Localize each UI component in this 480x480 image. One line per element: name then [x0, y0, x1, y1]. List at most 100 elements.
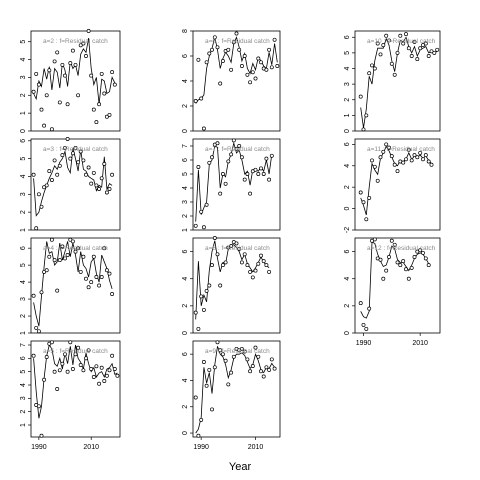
- data-point: [392, 162, 397, 167]
- panel-label: a=12 : f=Residual catch: [367, 245, 436, 252]
- y-tick-label: 4: [344, 164, 351, 168]
- data-point: [210, 47, 214, 52]
- panel-label: a=3 : f=Residual catch: [43, 146, 108, 153]
- data-point: [39, 204, 44, 209]
- data-point: [204, 383, 209, 388]
- data-point: [269, 357, 274, 362]
- data-point: [42, 185, 47, 190]
- data-point: [91, 254, 96, 259]
- data-point: [81, 368, 86, 373]
- data-point: [204, 202, 209, 207]
- y-tick-label: 0: [182, 129, 189, 133]
- y-tick-label: 3: [20, 192, 27, 196]
- data-point: [375, 41, 380, 46]
- data-point: [193, 310, 198, 315]
- data-point: [63, 352, 67, 357]
- data-point: [78, 269, 83, 274]
- data-point: [426, 263, 431, 268]
- data-point: [378, 52, 383, 57]
- panel-10: -2 0 2 4 6 a=11 : f=Residual catch: [344, 138, 441, 233]
- data-point: [102, 246, 107, 251]
- panel-label: a=2 : f=Residual catch: [43, 38, 108, 45]
- data-point: [415, 57, 420, 62]
- data-point: [199, 96, 204, 101]
- data-point: [39, 433, 44, 438]
- panel-6: 1 2 3 4 5 6 7 a=7 : f=Residual catch: [182, 138, 281, 232]
- data-point: [104, 268, 109, 273]
- data-point: [237, 246, 242, 251]
- data-point: [248, 191, 253, 196]
- data-point: [86, 29, 91, 33]
- data-point: [264, 156, 269, 161]
- series-line: [33, 147, 113, 217]
- data-point: [60, 361, 65, 366]
- y-tick-label: 6: [344, 250, 351, 254]
- data-point: [199, 417, 204, 422]
- y-tick-label: 5: [344, 51, 351, 55]
- y-tick-label: 6: [20, 139, 27, 143]
- data-point: [401, 259, 406, 264]
- data-point: [223, 260, 228, 265]
- data-point: [239, 155, 244, 160]
- data-point: [401, 41, 406, 46]
- data-point: [418, 46, 423, 51]
- panel-frame: [354, 138, 441, 231]
- data-point: [196, 57, 201, 62]
- data-point: [267, 177, 272, 182]
- y-tick-label: 2: [344, 304, 351, 308]
- data-point: [234, 31, 239, 36]
- data-point: [267, 367, 272, 372]
- data-point: [264, 263, 269, 268]
- data-point: [102, 91, 107, 96]
- data-point: [52, 369, 57, 374]
- data-point: [57, 368, 62, 373]
- data-point: [84, 172, 88, 177]
- data-point: [229, 370, 234, 375]
- data-point: [86, 165, 91, 170]
- x-tick-label: 1990: [356, 340, 372, 347]
- data-point: [193, 223, 198, 228]
- data-point: [361, 127, 366, 132]
- data-point: [199, 294, 204, 299]
- data-point: [256, 354, 261, 359]
- y-tick-label: 0: [344, 129, 351, 133]
- panel-label: a=11 : f=Residual catch: [367, 146, 435, 153]
- data-point: [65, 369, 70, 374]
- data-point: [70, 151, 75, 156]
- panel-8: 0 2 4 6 1990 2010 a=9 : f=Residual catch: [182, 340, 281, 451]
- data-point: [42, 269, 47, 274]
- data-point: [94, 120, 99, 125]
- data-point: [229, 152, 234, 157]
- data-point: [84, 356, 88, 361]
- data-point: [91, 107, 96, 112]
- data-point: [110, 353, 115, 358]
- data-point: [412, 39, 417, 44]
- data-point: [395, 169, 400, 174]
- y-tick-label: 4: [20, 174, 27, 178]
- data-point: [364, 217, 369, 222]
- x-tick-label: 2010: [248, 444, 264, 451]
- data-point: [231, 40, 236, 45]
- data-point: [421, 250, 425, 255]
- y-tick-label: 6: [344, 35, 351, 39]
- data-point: [242, 252, 247, 257]
- data-point: [215, 45, 220, 50]
- panel-1: 0 1 2 3 4 5 a=2 : f=Residual catch: [20, 29, 121, 133]
- data-point: [104, 373, 109, 378]
- x-tick-label: 2010: [412, 340, 428, 347]
- data-point: [49, 340, 54, 345]
- data-point: [99, 176, 104, 181]
- series-line: [195, 346, 275, 434]
- data-point: [42, 377, 47, 382]
- y-tick-label: 3: [344, 82, 351, 86]
- data-point: [99, 275, 104, 279]
- data-point: [89, 73, 94, 78]
- y-tick-label: 5: [20, 40, 27, 44]
- data-point: [429, 49, 434, 54]
- y-tick-label: 4: [20, 383, 27, 387]
- data-point: [47, 254, 52, 259]
- data-point: [245, 357, 250, 362]
- data-point: [234, 241, 239, 246]
- data-point: [239, 64, 244, 68]
- data-point: [426, 54, 431, 58]
